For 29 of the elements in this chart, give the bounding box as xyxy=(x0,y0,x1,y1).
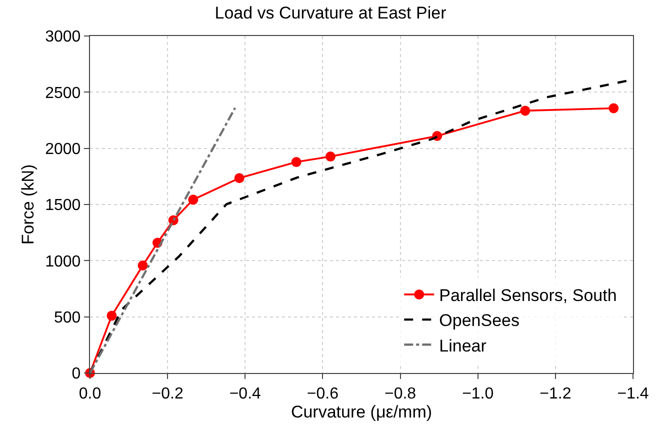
y-tick-label: 1000 xyxy=(45,253,81,270)
x-tick-label: 0.0 xyxy=(78,385,102,402)
x-tick-label: −1.0 xyxy=(462,385,494,402)
y-axis-title: Force (kN) xyxy=(18,164,38,245)
legend-label: OpenSees xyxy=(439,311,520,330)
x-tick-label: −0.4 xyxy=(229,385,262,402)
y-tick-label: 1500 xyxy=(45,197,81,214)
y-tick-label: 3000 xyxy=(45,28,81,46)
point xyxy=(325,152,336,162)
chart-title: Load vs Curvature at East Pier xyxy=(214,3,447,22)
point xyxy=(234,173,244,184)
point xyxy=(520,106,530,116)
x-tick-label: −0.2 xyxy=(152,385,184,402)
x-axis-title: Curvature (με/mm) xyxy=(290,402,432,422)
x-tick-label: −0.6 xyxy=(306,385,339,402)
point xyxy=(188,194,198,205)
x-tick-label: −1.4 xyxy=(617,385,649,402)
point xyxy=(106,310,117,321)
x-tick-label: −0.8 xyxy=(384,385,416,402)
y-tick-label: 0 xyxy=(72,366,81,383)
legend-label: Parallel Sensors, South xyxy=(439,286,617,306)
legend-label: Linear xyxy=(439,336,487,356)
x-tick-label: −1.2 xyxy=(540,385,572,402)
point xyxy=(608,103,619,114)
point xyxy=(291,157,302,168)
point xyxy=(138,260,148,270)
y-tick-label: 2000 xyxy=(45,140,81,158)
y-tick-label: 500 xyxy=(54,309,81,326)
y-tick-label: 2500 xyxy=(45,84,81,102)
